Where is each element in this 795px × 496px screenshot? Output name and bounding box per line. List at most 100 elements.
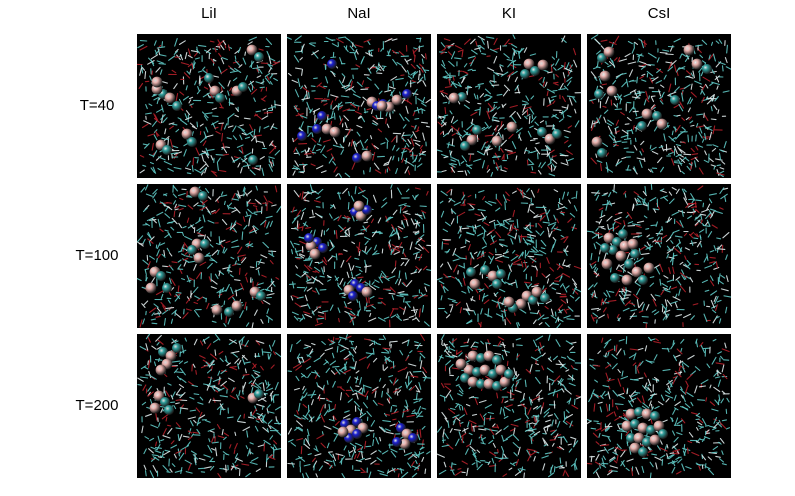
iodide-ion: [337, 426, 349, 438]
ion-spheres: [149, 343, 264, 415]
iodide-ion: [463, 364, 475, 376]
k-ion: [492, 381, 502, 391]
iodide-ion: [606, 85, 618, 97]
iodide-ion: [231, 300, 243, 312]
ion-spheres: [455, 350, 514, 391]
k-ion: [492, 279, 502, 289]
k-ion: [492, 355, 502, 365]
li-ion: [156, 271, 166, 281]
li-ion: [172, 101, 182, 111]
iodide-ion: [537, 59, 549, 71]
iodide-ion: [599, 70, 611, 82]
iodide-ion: [491, 135, 503, 147]
li-ion: [215, 93, 225, 103]
iodide-ion: [601, 258, 613, 270]
li-ion: [158, 347, 168, 357]
iodide-ion: [483, 378, 495, 390]
ion-spheres: [151, 44, 264, 165]
li-ion: [172, 343, 182, 353]
li-ion: [238, 82, 248, 92]
ion-spheres: [466, 265, 550, 313]
iodide-ion: [448, 92, 460, 104]
column-label-lii: LiI: [201, 5, 217, 22]
cs-ion: [618, 229, 628, 239]
cs-ion: [637, 121, 647, 131]
li-ion: [224, 307, 234, 317]
k-ion: [460, 373, 470, 383]
iodide-ion: [145, 282, 157, 294]
k-ion: [476, 353, 486, 363]
cs-ion: [638, 275, 648, 285]
iodide-ion: [621, 420, 633, 432]
iodide-ion: [455, 358, 467, 370]
iodide-ion: [603, 46, 615, 58]
iodide-ion: [643, 262, 655, 274]
cs-ion: [646, 425, 656, 435]
cs-ion: [594, 89, 604, 99]
li-ion: [200, 239, 210, 249]
molecular-snapshot: [287, 35, 431, 178]
na-ion: [317, 111, 327, 121]
snapshot-panel-ki-t100: [437, 184, 581, 328]
iodide-ion: [503, 296, 515, 308]
row-label-t40: T=40: [79, 97, 115, 114]
k-ion: [537, 127, 547, 137]
iodide-ion: [615, 250, 627, 262]
solvent-network: [589, 34, 731, 178]
iodide-ion: [181, 128, 193, 140]
k-ion: [457, 92, 467, 102]
snapshot-panel-ki-t200: [437, 334, 581, 478]
snapshot-panel-csi-t200: [587, 334, 731, 478]
na-ion: [327, 59, 337, 69]
cs-ion: [634, 407, 644, 417]
solvent-network: [437, 187, 581, 328]
iodide-ion: [149, 402, 161, 414]
snapshot-panel-csi-t40: [587, 34, 731, 178]
na-ion: [362, 205, 372, 215]
iodide-ion: [625, 408, 637, 420]
iodide-ion: [603, 232, 615, 244]
solvent-network: [437, 34, 581, 177]
molecular-snapshot: [287, 334, 431, 478]
k-ion: [530, 66, 540, 76]
iodide-ion: [193, 252, 205, 264]
na-ion: [408, 433, 418, 443]
iodide-ion: [399, 438, 411, 450]
na-ion: [352, 153, 362, 163]
ion-spheres: [304, 200, 373, 301]
molecular-snapshot: [289, 184, 431, 328]
cs-ion: [702, 64, 712, 74]
k-ion: [504, 369, 514, 379]
iodide-ion: [391, 94, 403, 106]
cs-ion: [608, 245, 618, 255]
molecular-snapshot: [437, 34, 581, 177]
li-ion: [164, 405, 174, 415]
iodide-ion: [633, 432, 645, 444]
k-ion: [496, 269, 506, 279]
na-ion: [304, 233, 314, 243]
molecular-snapshot: [437, 334, 581, 478]
column-label-csi: CsI: [647, 5, 671, 22]
cs-ion: [670, 95, 680, 105]
cs-ion: [658, 429, 668, 439]
snapshot-panel-nai-t200: [287, 334, 431, 478]
column-label-ki: KI: [501, 5, 517, 22]
iodide-ion: [487, 270, 499, 282]
li-ion: [187, 245, 197, 255]
iodide-ion: [483, 350, 495, 362]
iodide-ion: [506, 121, 518, 133]
cs-ion: [652, 111, 662, 121]
iodide-ion: [469, 278, 481, 290]
iodide-ion: [627, 238, 639, 250]
row-label-t200: T=200: [75, 397, 119, 414]
cs-ion: [624, 259, 634, 269]
k-ion: [520, 69, 530, 79]
iodide-ion: [164, 92, 176, 104]
cs-ion: [638, 447, 648, 457]
ion-spheres: [337, 417, 418, 450]
solvent-network: [137, 36, 281, 177]
li-ion: [254, 52, 264, 62]
na-ion: [312, 124, 322, 134]
molecular-snapshot: [587, 336, 731, 478]
li-ion: [248, 155, 258, 165]
